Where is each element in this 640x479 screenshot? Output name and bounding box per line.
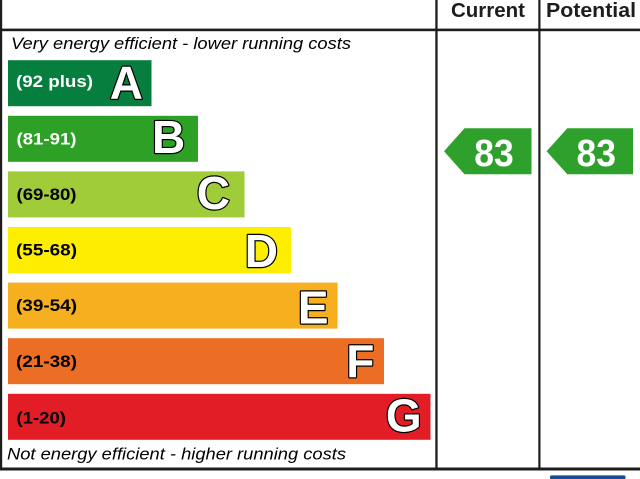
svg-text:G: G — [386, 390, 422, 442]
svg-text:(92 plus): (92 plus) — [16, 72, 93, 91]
svg-text:B: B — [152, 111, 185, 163]
svg-text:Current: Current — [451, 0, 525, 22]
svg-text:C: C — [197, 167, 230, 219]
svg-text:E: E — [298, 281, 329, 333]
svg-text:Very energy efficient - lower: Very energy efficient - lower running co… — [11, 35, 351, 53]
svg-text:(21-38): (21-38) — [16, 352, 77, 371]
svg-text:83: 83 — [577, 133, 617, 175]
svg-text:(81-91): (81-91) — [17, 129, 77, 148]
svg-text:F: F — [346, 335, 374, 387]
svg-text:(55-68): (55-68) — [16, 241, 77, 260]
svg-text:(69-80): (69-80) — [17, 185, 77, 204]
svg-text:(1-20): (1-20) — [17, 408, 67, 427]
svg-text:(39-54): (39-54) — [16, 296, 77, 315]
svg-text:D: D — [245, 225, 278, 277]
svg-text:A: A — [110, 56, 143, 108]
svg-text:Potential: Potential — [546, 0, 636, 22]
svg-text:83: 83 — [474, 133, 514, 175]
svg-text:Not energy efficient - higher: Not energy efficient - higher running co… — [7, 445, 346, 463]
